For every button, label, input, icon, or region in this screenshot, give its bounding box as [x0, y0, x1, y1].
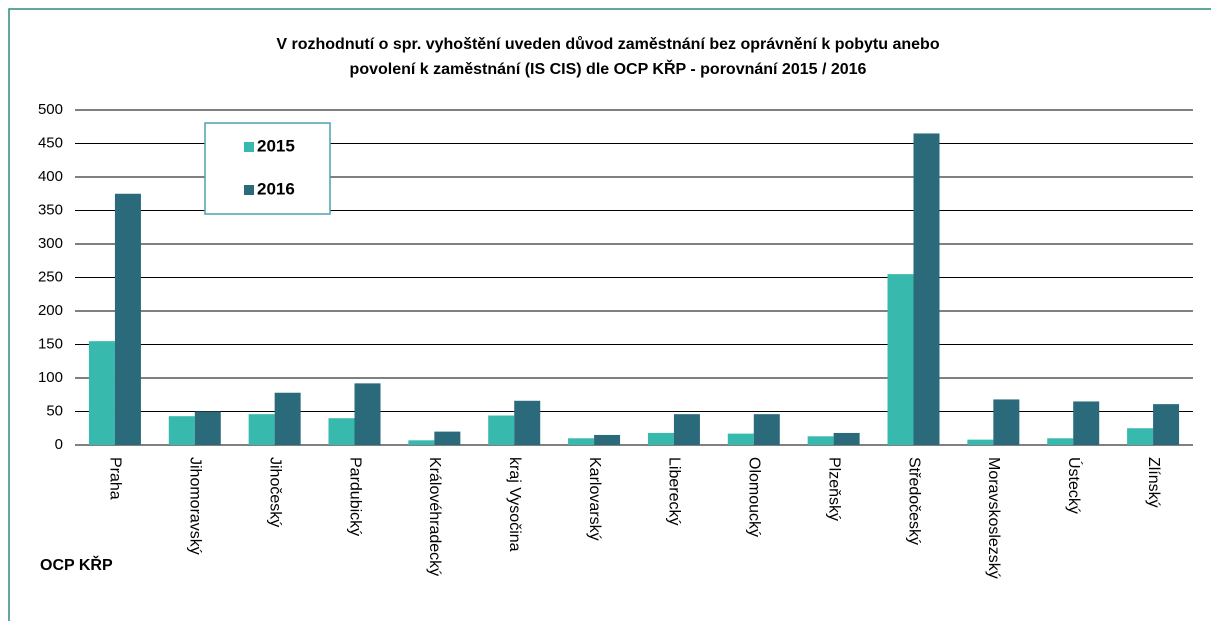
bar — [807, 436, 834, 445]
bar — [887, 274, 914, 445]
x-tick-label: Jihomoravský — [187, 457, 204, 555]
bar — [594, 434, 621, 445]
y-tick-label: 150 — [38, 335, 63, 352]
bar — [434, 431, 461, 445]
bar — [1047, 438, 1074, 445]
x-tick-label: Praha — [107, 457, 124, 500]
y-tick-label: 50 — [46, 402, 63, 419]
x-tick-label: Jihočeský — [266, 457, 283, 527]
bar — [1127, 428, 1154, 445]
bar — [993, 399, 1020, 445]
x-tick-label: Pardubický — [346, 457, 363, 536]
x-tick-label: kraj Vysočina — [506, 457, 523, 552]
bar — [1153, 404, 1180, 445]
bar — [647, 432, 674, 445]
x-tick-label: Karlovarský — [586, 457, 603, 541]
x-tick-label: Středočeský — [905, 457, 922, 545]
y-tick-label: 200 — [38, 302, 63, 319]
y-tick-label: 500 — [38, 101, 63, 118]
bar — [913, 133, 940, 445]
bar — [168, 416, 195, 445]
bar — [488, 415, 515, 445]
legend-label: 2016 — [257, 179, 295, 198]
bar — [1073, 401, 1100, 445]
bar — [274, 392, 301, 445]
y-tick-label: 250 — [38, 268, 63, 285]
x-tick-label: Moravskoslezský — [985, 457, 1002, 579]
bar — [514, 400, 541, 445]
x-tick-label: Plzeňský — [825, 457, 842, 521]
bar — [833, 432, 860, 445]
legend-label: 2015 — [257, 136, 295, 155]
y-tick-label: 450 — [38, 134, 63, 151]
x-axis-label: OCP KŘP — [40, 555, 113, 574]
legend-swatch — [244, 142, 254, 152]
y-tick-label: 100 — [38, 369, 63, 386]
bar — [328, 418, 355, 445]
bar — [408, 440, 435, 445]
bar — [727, 433, 754, 445]
bar — [967, 439, 994, 445]
y-tick-label: 400 — [38, 168, 63, 185]
bar — [673, 414, 700, 445]
bar — [194, 411, 221, 445]
x-tick-label: Královéhradecký — [426, 457, 443, 576]
bar — [753, 414, 780, 445]
chart-title: povolení k zaměstnání (IS CIS) dle OCP K… — [350, 59, 867, 78]
y-tick-label: 350 — [38, 201, 63, 218]
bar — [88, 341, 115, 445]
bar — [248, 414, 275, 445]
bar — [568, 438, 595, 445]
legend-box — [204, 122, 331, 215]
y-tick-label: 300 — [38, 235, 63, 252]
x-tick-label: Ústecký — [1065, 457, 1084, 514]
legend-swatch — [244, 185, 254, 195]
x-tick-label: Zlínský — [1145, 457, 1162, 508]
y-tick-label: 0 — [55, 436, 63, 453]
x-tick-label: Liberecký — [666, 457, 683, 525]
chart-title: V rozhodnutí o spr. vyhoštění uveden dův… — [276, 36, 939, 53]
bar — [354, 383, 381, 445]
x-tick-label: Olomoucký — [746, 457, 763, 537]
frame — [8, 8, 1211, 621]
bar — [114, 193, 141, 445]
